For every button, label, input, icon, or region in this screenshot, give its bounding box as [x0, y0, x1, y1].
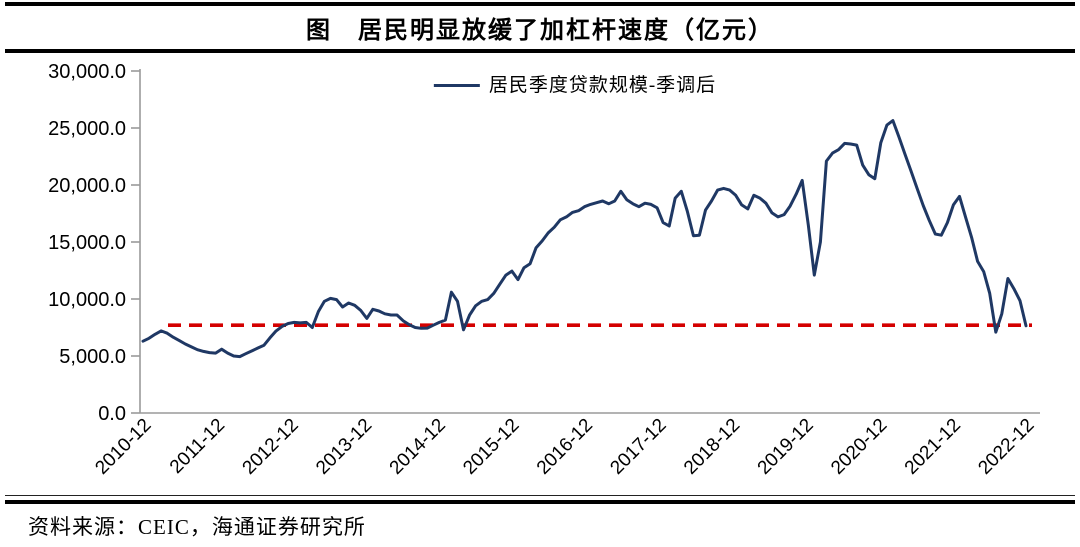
svg-text:2014-12: 2014-12	[386, 415, 450, 479]
title-rule	[5, 49, 1075, 53]
svg-text:2013-12: 2013-12	[312, 415, 376, 479]
footer-rule-thin	[5, 495, 1075, 496]
source-text: 资料来源：CEIC，海通证券研究所	[28, 515, 366, 539]
top-rule	[5, 2, 1075, 6]
svg-text:0.0: 0.0	[98, 403, 126, 425]
svg-text:2017-12: 2017-12	[606, 415, 670, 479]
svg-text:2018-12: 2018-12	[680, 415, 744, 479]
svg-text:20,000.0: 20,000.0	[48, 175, 126, 197]
svg-text:2022-12: 2022-12	[974, 415, 1038, 479]
svg-text:5,000.0: 5,000.0	[59, 346, 126, 368]
svg-text:2020-12: 2020-12	[827, 415, 891, 479]
legend: 居民季度贷款规模-季调后	[433, 70, 717, 97]
svg-text:10,000.0: 10,000.0	[48, 289, 126, 311]
legend-line-swatch	[433, 84, 480, 87]
svg-text:2012-12: 2012-12	[239, 415, 303, 479]
legend-label: 居民季度贷款规模-季调后	[488, 75, 717, 96]
chart-svg: 0.0 5,000.0 10,000.0 15,000.0 20,000.0 25,000…	[48, 61, 1040, 479]
svg-text:30,000.0: 30,000.0	[48, 61, 126, 83]
svg-text:15,000.0: 15,000.0	[48, 232, 126, 254]
figure-title: 图 居民明显放缓了加杠杆速度（亿元）	[306, 18, 774, 44]
svg-text:25,000.0: 25,000.0	[48, 118, 126, 140]
svg-text:2016-12: 2016-12	[533, 415, 597, 479]
svg-text:2019-12: 2019-12	[754, 415, 818, 479]
chart-area: 0.0 5,000.0 10,000.0 15,000.0 20,000.0 25,000…	[0, 55, 1080, 495]
svg-text:2021-12: 2021-12	[901, 415, 965, 479]
svg-text:2015-12: 2015-12	[459, 415, 523, 479]
footer-rule-thick	[5, 500, 1075, 504]
svg-text:2011-12: 2011-12	[166, 415, 229, 478]
